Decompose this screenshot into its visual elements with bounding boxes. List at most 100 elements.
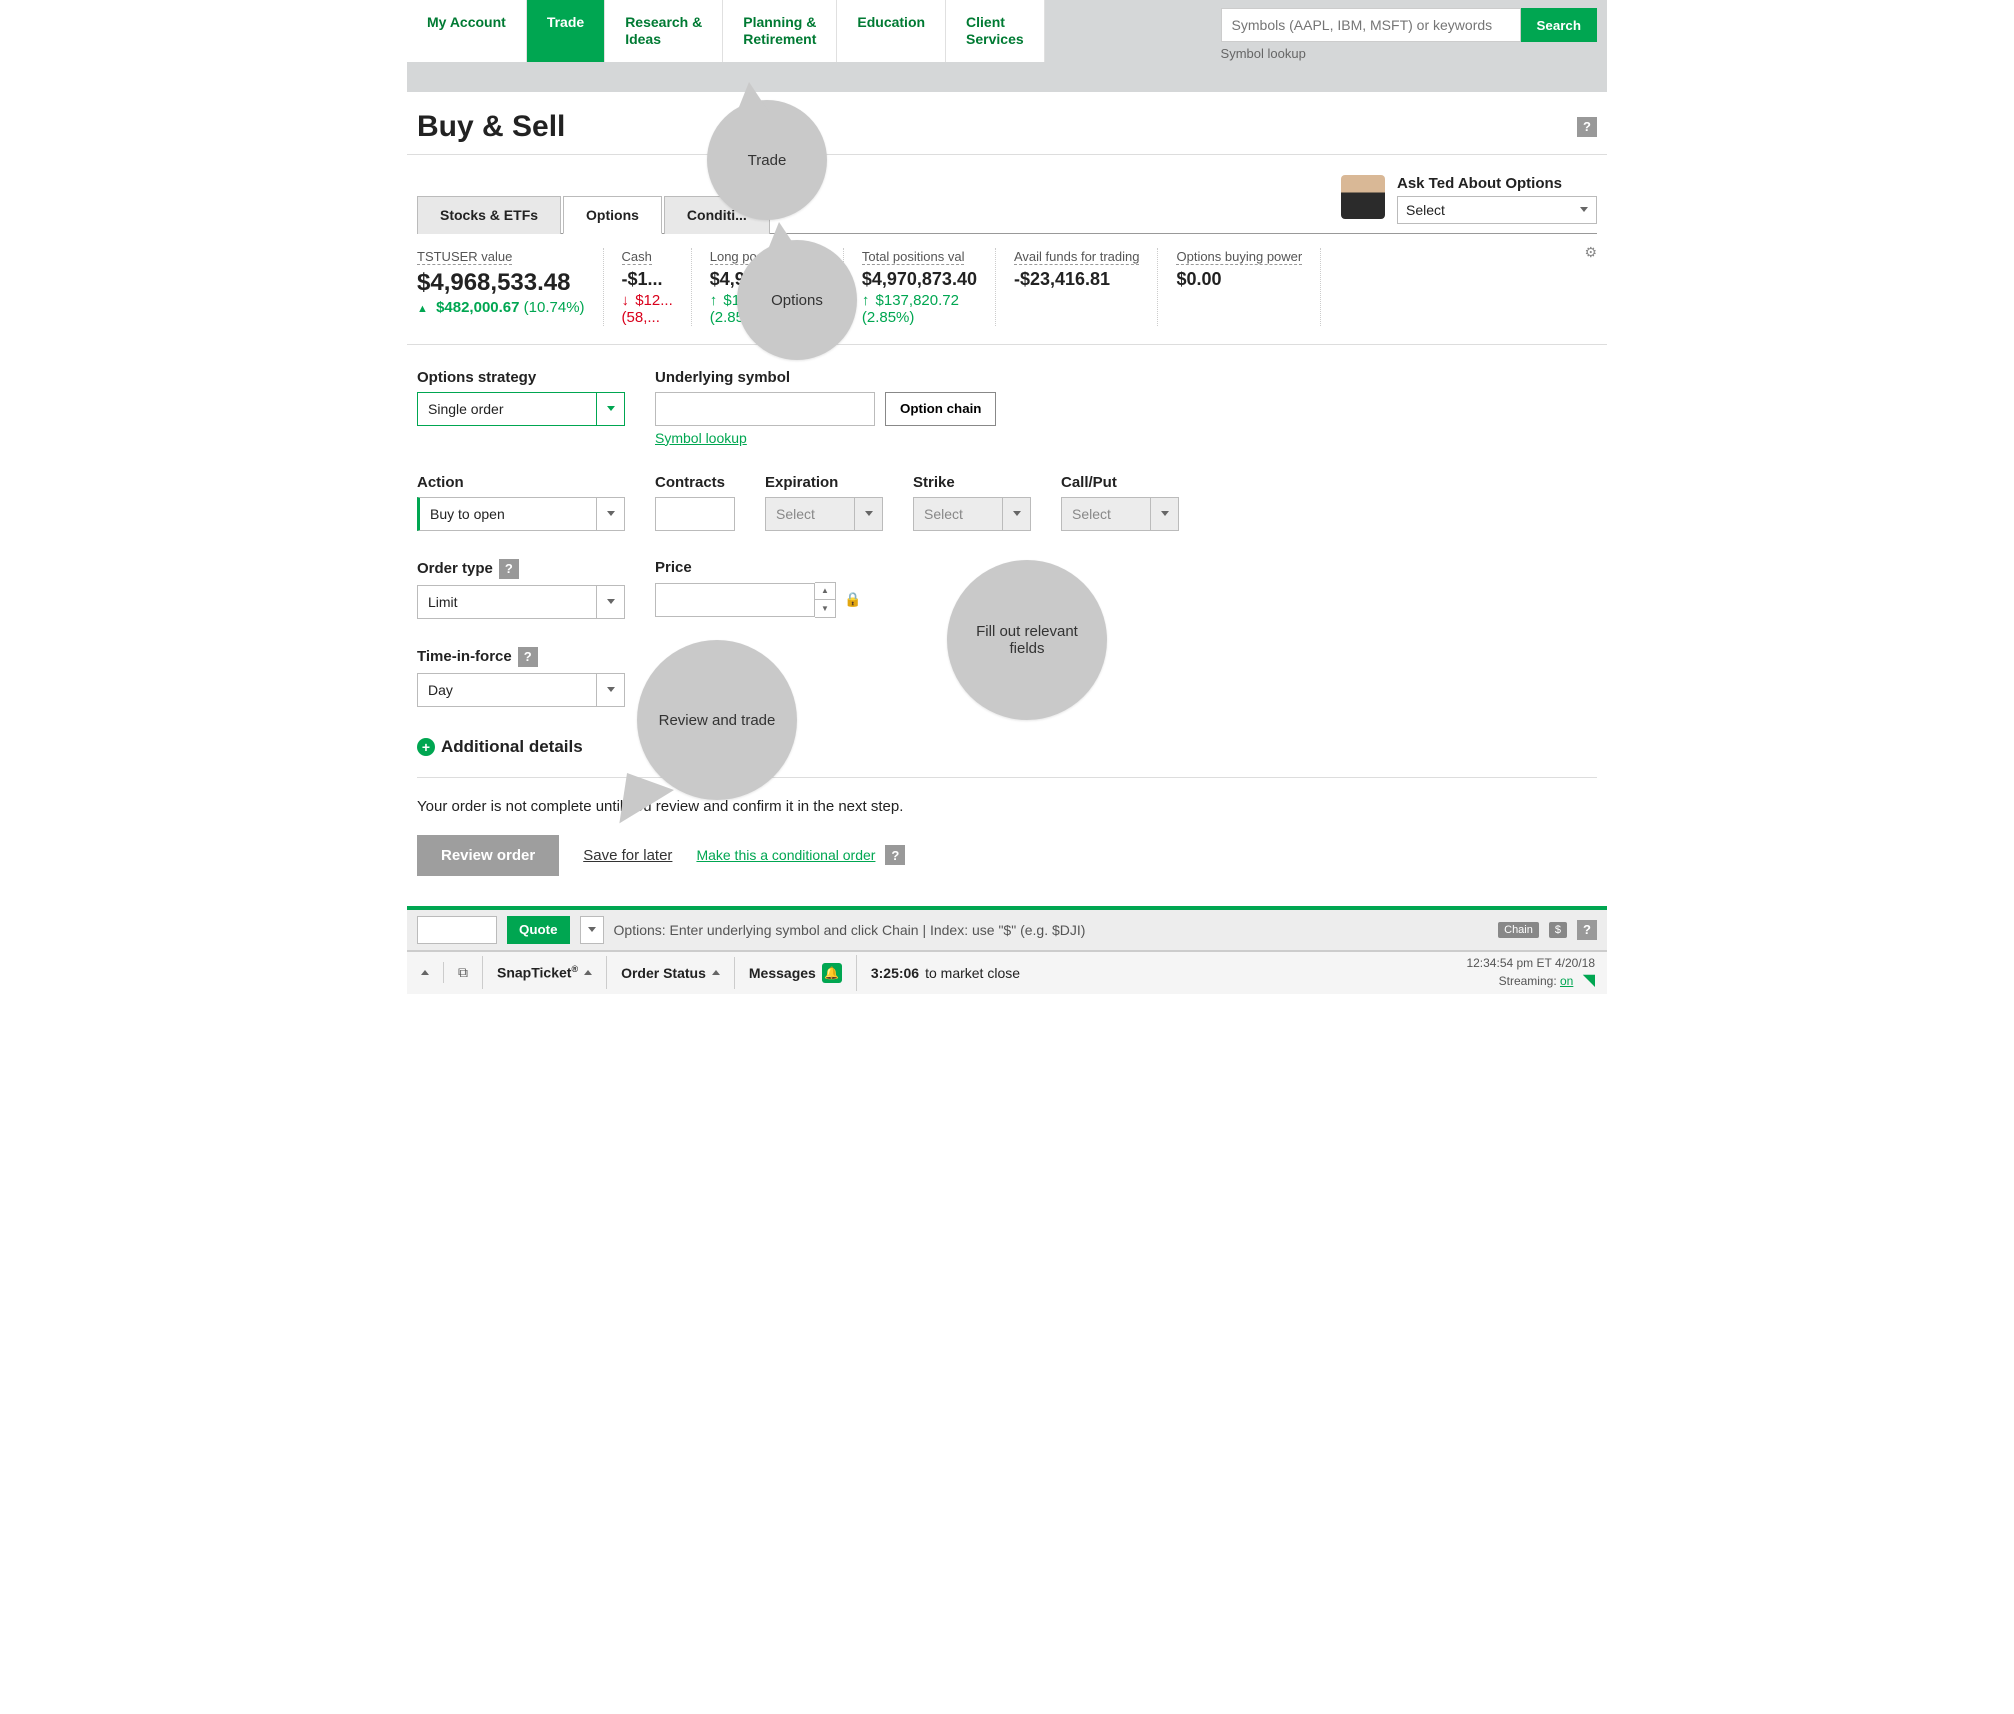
chain-chip[interactable]: Chain	[1498, 922, 1539, 938]
chevron-down-icon	[607, 599, 615, 604]
nav-tab-education[interactable]: Education	[837, 0, 946, 62]
order-type-select-toggle[interactable]	[597, 585, 625, 619]
price-step-up[interactable]: ▲	[815, 583, 835, 600]
help-icon[interactable]: ?	[1577, 920, 1597, 940]
dollar-chip[interactable]: $	[1549, 922, 1567, 938]
strategy-select-toggle[interactable]	[597, 392, 625, 426]
ask-ted-select[interactable]: Select	[1397, 196, 1597, 224]
chevron-down-icon	[1013, 511, 1021, 516]
chevron-down-icon	[865, 511, 873, 516]
price-input[interactable]	[655, 583, 815, 617]
help-icon[interactable]: ?	[499, 559, 519, 579]
cash-delta: $12...(58,...	[622, 292, 673, 326]
expiration-select[interactable]: Select	[765, 497, 883, 531]
market-countdown: 3:25:06 to market close	[857, 957, 1034, 989]
status-bar: ⧉ SnapTicket® Order Status Messages 🔔 3:…	[407, 951, 1607, 994]
callout-fill-fields: Fill out relevant fields	[947, 560, 1107, 720]
additional-details-label: Additional details	[441, 737, 583, 757]
avail-funds-value: -$23,416.81	[1014, 269, 1140, 290]
page-title: Buy & Sell	[417, 110, 1577, 144]
expiration-select-toggle[interactable]	[855, 497, 883, 531]
user-value-label: TSTUSER value	[417, 249, 512, 265]
ask-ted-panel: Ask Ted About Options Select	[1341, 175, 1597, 224]
additional-details-toggle[interactable]: + Additional details	[417, 737, 1597, 757]
cash-value: -$1...	[622, 269, 673, 290]
strike-select-value: Select	[913, 497, 1003, 531]
review-order-button[interactable]: Review order	[417, 835, 559, 876]
callput-select-toggle[interactable]	[1151, 497, 1179, 531]
chevron-down-icon	[607, 511, 615, 516]
chevron-down-icon	[607, 406, 615, 411]
action-label: Action	[417, 474, 625, 491]
tif-label: Time-in-force ?	[417, 647, 625, 667]
nav-tab-planning[interactable]: Planning & Retirement	[723, 0, 837, 62]
order-status-toggle[interactable]: Order Status	[607, 957, 735, 989]
ask-ted-select-value: Select	[1406, 202, 1445, 218]
price-label: Price	[655, 559, 861, 576]
top-nav: My Account Trade Research & Ideas Planni…	[407, 0, 1607, 62]
quote-symbol-input[interactable]	[417, 916, 497, 944]
help-icon[interactable]: ?	[518, 647, 538, 667]
tif-select-toggle[interactable]	[597, 673, 625, 707]
chevron-up-icon	[712, 970, 720, 975]
user-value: $4,968,533.48	[417, 269, 585, 297]
callput-select[interactable]: Select	[1061, 497, 1179, 531]
symbol-search-input[interactable]	[1221, 8, 1521, 42]
strategy-select[interactable]: Single order	[417, 392, 625, 426]
nav-tab-research[interactable]: Research & Ideas	[605, 0, 723, 62]
nav-tab-client-services[interactable]: Client Services	[946, 0, 1045, 62]
buying-power-label: Options buying power	[1176, 249, 1302, 265]
messages-toggle[interactable]: Messages 🔔	[735, 955, 857, 991]
timestamp: 12:34:54 pm ET 4/20/18	[1466, 956, 1595, 970]
chevron-down-icon	[1580, 207, 1588, 212]
snapticket-toggle[interactable]: SnapTicket®	[483, 956, 607, 989]
tif-select[interactable]: Day	[417, 673, 625, 707]
bell-icon: 🔔	[822, 963, 842, 983]
help-icon[interactable]: ?	[885, 845, 905, 865]
quote-button[interactable]: Quote	[507, 916, 570, 944]
chevron-down-icon	[1161, 511, 1169, 516]
streaming-toggle[interactable]: on	[1560, 974, 1573, 988]
gear-icon[interactable]: ⚙	[1584, 244, 1597, 261]
nav-tab-my-account[interactable]: My Account	[407, 0, 527, 62]
wifi-icon: ◥	[1583, 972, 1595, 989]
search-button[interactable]: Search	[1521, 8, 1597, 42]
subtab-options[interactable]: Options	[563, 196, 662, 234]
callout-review-trade: Review and trade	[637, 640, 797, 800]
contracts-label: Contracts	[655, 474, 735, 491]
action-select[interactable]: Buy to open	[417, 497, 625, 531]
symbol-label: Underlying symbol	[655, 369, 996, 386]
strike-select[interactable]: Select	[913, 497, 1031, 531]
account-values-row: TSTUSER value $4,968,533.48 $482,000.67 …	[407, 234, 1607, 345]
total-positions-delta: $137,820.72(2.85%)	[862, 292, 977, 326]
symbol-lookup-link[interactable]: Symbol lookup	[655, 430, 996, 446]
callput-select-value: Select	[1061, 497, 1151, 531]
underlying-symbol-input[interactable]	[655, 392, 875, 426]
option-chain-button[interactable]: Option chain	[885, 392, 996, 426]
callout-trade: Trade	[707, 100, 827, 220]
order-type-select[interactable]: Limit	[417, 585, 625, 619]
avail-funds-label: Avail funds for trading	[1014, 249, 1140, 265]
quote-hint: Options: Enter underlying symbol and cli…	[614, 922, 1086, 938]
chevron-down-icon	[588, 927, 596, 932]
help-icon[interactable]: ?	[1577, 117, 1597, 137]
contracts-input[interactable]	[655, 497, 735, 531]
status-expand-toggle[interactable]	[407, 962, 444, 983]
quote-dropdown-toggle[interactable]	[580, 916, 604, 944]
symbol-lookup-link-top[interactable]: Symbol lookup	[1221, 46, 1597, 61]
make-conditional-link[interactable]: Make this a conditional order	[696, 847, 875, 863]
tif-select-value: Day	[417, 673, 597, 707]
order-notice: Your order is not complete until you rev…	[417, 798, 1597, 815]
save-for-later-link[interactable]: Save for later	[583, 847, 672, 864]
nav-tab-trade[interactable]: Trade	[527, 0, 605, 62]
snapticket-popout[interactable]: ⧉	[444, 956, 483, 989]
price-step-down[interactable]: ▼	[815, 600, 835, 617]
cash-label: Cash	[622, 249, 652, 265]
subtab-stocks-etfs[interactable]: Stocks & ETFs	[417, 196, 561, 234]
action-select-toggle[interactable]	[597, 497, 625, 531]
status-right: 12:34:54 pm ET 4/20/18 Streaming: on ◥	[1454, 952, 1607, 994]
strike-select-toggle[interactable]	[1003, 497, 1031, 531]
action-select-value: Buy to open	[417, 497, 597, 531]
expiration-label: Expiration	[765, 474, 883, 491]
quote-bar: Quote Options: Enter underlying symbol a…	[407, 910, 1607, 951]
